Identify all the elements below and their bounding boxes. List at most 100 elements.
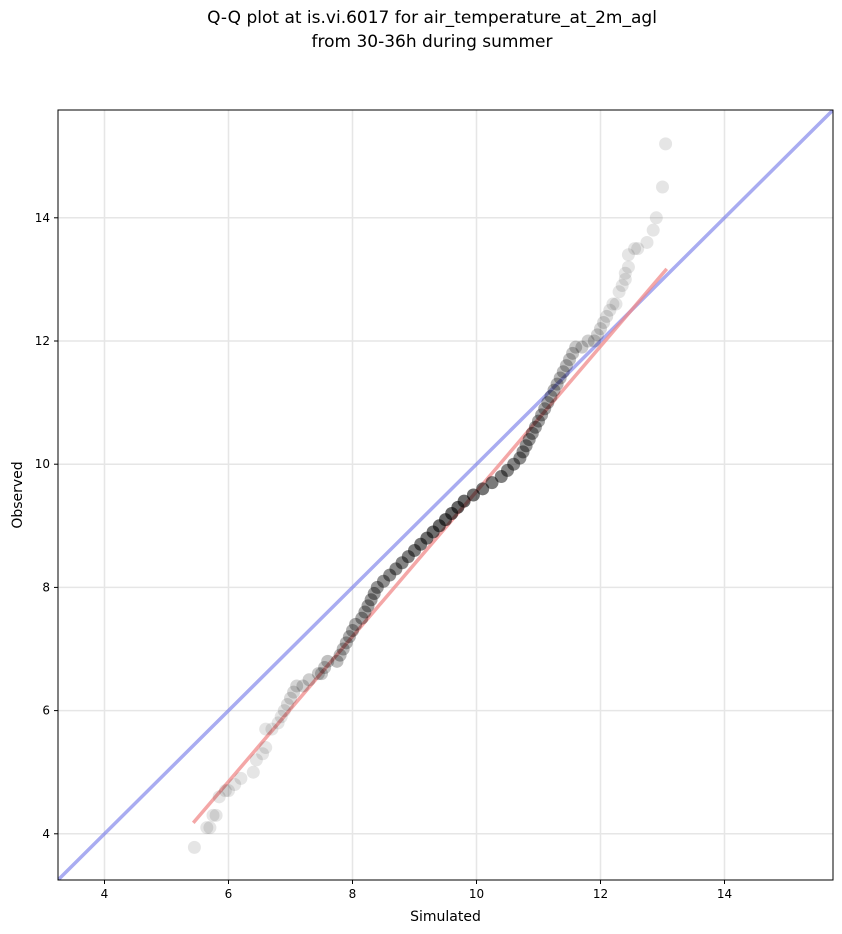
y-tick-label: 6 xyxy=(42,704,50,718)
data-point xyxy=(532,414,545,428)
data-point xyxy=(259,741,273,755)
data-point xyxy=(541,396,555,410)
data-point xyxy=(581,334,595,348)
data-point xyxy=(466,488,480,502)
data-point xyxy=(222,784,235,798)
grid xyxy=(58,110,833,880)
data-point xyxy=(333,648,347,662)
plot-frame xyxy=(57,109,834,881)
data-point xyxy=(522,433,536,447)
data-point xyxy=(277,704,291,718)
x-tick-label: 10 xyxy=(469,887,484,901)
x-axis-label: Simulated xyxy=(410,909,481,925)
data-point xyxy=(206,808,220,822)
data-point xyxy=(516,445,530,459)
data-point xyxy=(485,476,499,490)
data-point xyxy=(355,611,369,625)
data-point xyxy=(349,617,363,631)
chart-title-line2: from 30-36h during summer xyxy=(312,32,553,52)
data-point xyxy=(218,784,232,798)
y-axis-label: Observed xyxy=(10,461,26,528)
fit-line xyxy=(191,267,669,824)
data-point xyxy=(274,710,288,724)
data-point xyxy=(587,334,601,348)
data-point xyxy=(318,660,332,674)
data-point xyxy=(209,808,223,822)
data-point xyxy=(246,765,260,779)
data-point xyxy=(364,593,378,607)
data-point xyxy=(336,642,350,656)
data-point xyxy=(559,359,573,373)
data-point xyxy=(597,316,611,330)
data-point xyxy=(280,697,294,711)
data-point xyxy=(538,402,552,416)
data-point xyxy=(346,624,359,638)
data-point xyxy=(528,420,542,434)
data-point xyxy=(621,248,635,262)
data-point xyxy=(284,691,297,705)
x-tick-label: 4 xyxy=(101,887,109,901)
x-tick-label: 12 xyxy=(593,887,608,901)
data-point xyxy=(315,667,328,681)
data-point xyxy=(507,457,521,471)
data-point xyxy=(287,685,301,699)
data-point xyxy=(618,272,632,286)
y-tick-label: 4 xyxy=(42,827,50,841)
data-point xyxy=(476,482,490,496)
data-point xyxy=(659,137,673,151)
axis-ticks: 4 6 8 10 12 14 4 6 8 10 12 14 xyxy=(35,211,732,901)
data-point xyxy=(556,365,570,379)
data-point xyxy=(265,722,279,736)
data-point xyxy=(330,654,344,668)
data-point xyxy=(569,340,583,354)
data-point xyxy=(187,840,201,854)
data-point xyxy=(377,574,390,588)
data-point xyxy=(513,451,527,465)
y-tick-label: 14 xyxy=(35,211,50,225)
data-point xyxy=(494,470,508,484)
data-point xyxy=(544,389,558,403)
data-point xyxy=(600,309,614,323)
data-point xyxy=(296,679,310,693)
data-point xyxy=(256,747,270,761)
y-tick-label: 10 xyxy=(35,457,50,471)
data-point xyxy=(594,322,607,336)
x-tick-label: 6 xyxy=(225,887,233,901)
data-point xyxy=(563,352,576,366)
data-point xyxy=(358,605,372,619)
data-point xyxy=(553,371,567,385)
data-point xyxy=(547,383,561,397)
reference-line xyxy=(58,110,833,880)
data-point xyxy=(590,328,604,342)
data-point xyxy=(290,679,304,693)
data-point xyxy=(271,716,285,730)
data-point xyxy=(302,673,316,687)
data-point xyxy=(656,180,669,194)
data-point xyxy=(566,346,580,360)
data-point xyxy=(311,667,325,681)
data-point xyxy=(249,753,263,767)
data-point xyxy=(519,439,533,453)
data-point xyxy=(603,303,617,317)
data-point xyxy=(228,778,242,792)
data-point xyxy=(212,790,226,804)
data-point xyxy=(615,279,629,293)
data-point xyxy=(234,771,248,785)
x-tick-label: 14 xyxy=(717,887,732,901)
data-point xyxy=(618,266,632,280)
data-point xyxy=(609,297,623,311)
chart-title-line1: Q-Q plot at is.vi.6017 for air_temperatu… xyxy=(207,8,657,28)
data-point xyxy=(370,580,384,594)
data-point xyxy=(621,260,635,274)
data-point xyxy=(535,408,549,422)
y-tick-label: 8 xyxy=(42,580,50,594)
data-point xyxy=(646,223,660,237)
data-point xyxy=(501,463,514,477)
data-point xyxy=(457,494,471,508)
data-point xyxy=(259,722,273,736)
x-tick-label: 8 xyxy=(349,887,357,901)
data-point xyxy=(649,211,663,225)
data-point xyxy=(612,285,626,299)
data-point xyxy=(628,242,642,256)
